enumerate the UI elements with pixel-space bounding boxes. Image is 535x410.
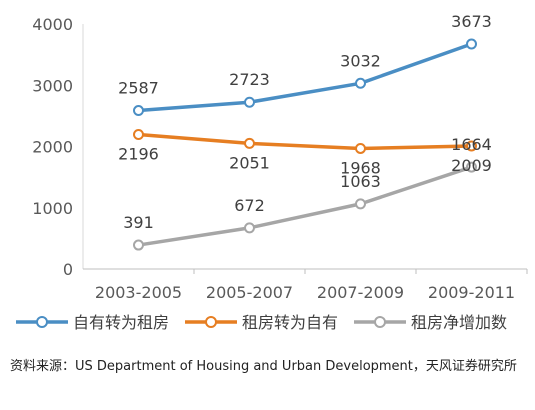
legend-item-1: 自有转为租房: [16, 313, 169, 332]
y-tick-label: 4000: [32, 15, 73, 34]
data-point: [244, 222, 255, 234]
data-label: 3032: [340, 51, 381, 70]
data-label: 1968: [340, 158, 381, 177]
y-tick-label: 3000: [32, 76, 73, 95]
x-axis-ticks: 2003-2005 2005-2007 2007-2009 2009-2011: [95, 269, 528, 302]
x-tick-label: 2005-2007: [206, 283, 293, 302]
legend-label: 租房净增加数: [411, 313, 507, 332]
legend-item-3: 租房净增加数: [354, 313, 507, 332]
y-tick-label: 0: [63, 260, 73, 279]
legend-item-2: 租房转为自有: [185, 313, 338, 332]
series-line-1: [136, 42, 474, 113]
data-point: [133, 239, 144, 251]
data-point: [466, 140, 477, 152]
data-point: [466, 38, 477, 50]
data-labels: 2587 2723 3032 3673 2196 2051 1968 2009 391 672 10…: [118, 12, 492, 232]
data-label: 672: [234, 196, 265, 215]
data-label: 1664: [451, 135, 492, 154]
legend-label: 自有转为租房: [73, 313, 169, 332]
legend-swatch-marker: [205, 316, 217, 328]
y-tick-label: 2000: [32, 138, 73, 157]
x-tick-label: 2009-2011: [428, 283, 515, 302]
data-label: 2009: [451, 156, 492, 175]
legend-swatch-marker: [374, 316, 386, 328]
data-label: 2723: [229, 70, 270, 89]
data-point: [244, 137, 255, 149]
data-label: 1063: [340, 172, 381, 191]
y-tick-label: 1000: [32, 199, 73, 218]
data-label: 2196: [118, 144, 159, 163]
legend-swatch-marker: [36, 316, 48, 328]
y-axis-ticks: 0 1000 2000 3000 4000: [32, 15, 73, 279]
source-note: 资料来源：US Department of Housing and Urban …: [10, 359, 517, 374]
data-point: [355, 77, 366, 89]
x-tick-label: 2003-2005: [95, 283, 182, 302]
data-point: [133, 105, 144, 117]
series-line-3: [136, 165, 474, 247]
data-point: [466, 161, 477, 173]
x-tick-label: 2007-2009: [317, 283, 404, 302]
data-point: [133, 128, 144, 140]
data-point: [355, 198, 366, 210]
data-point: [244, 96, 255, 108]
data-label: 391: [123, 213, 154, 232]
legend: 自有转为租房 租房转为自有 租房净增加数: [16, 313, 507, 332]
data-label: 2587: [118, 79, 159, 98]
data-label: 2051: [229, 153, 270, 172]
data-label: 3673: [451, 12, 492, 31]
series-layer: [133, 38, 477, 251]
series-line-2: [136, 132, 474, 151]
legend-label: 租房转为自有: [242, 313, 338, 332]
data-point: [355, 142, 366, 154]
